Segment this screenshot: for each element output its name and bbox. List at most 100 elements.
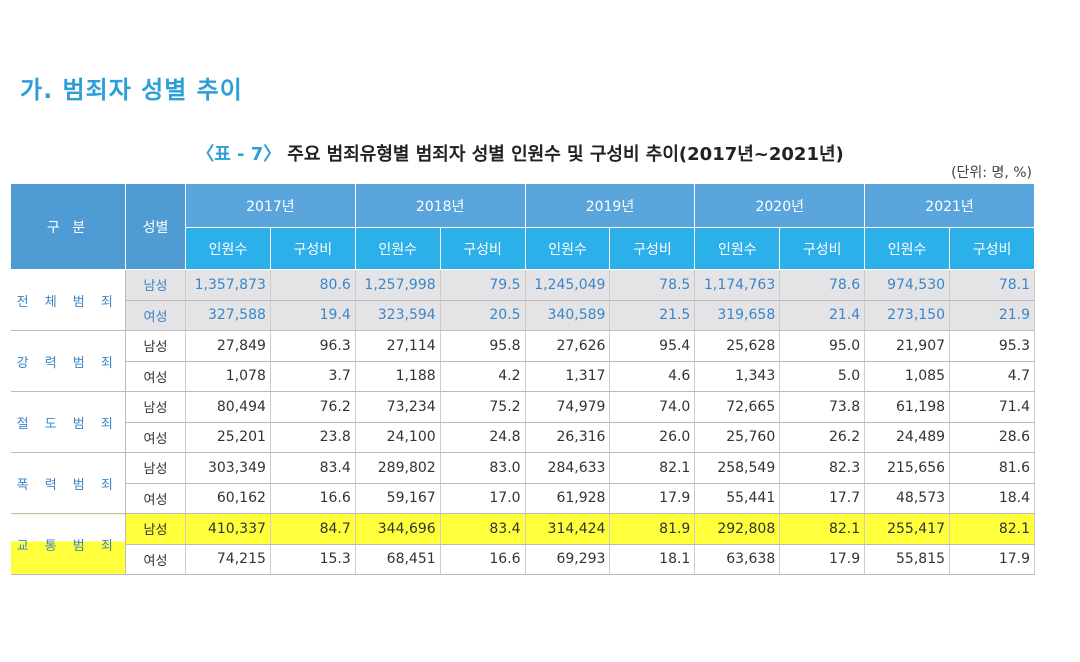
group-label: 교 통 범 죄 bbox=[10, 513, 126, 575]
table-row: 교 통 범 죄 남성 410,337 84.7 344,696 83.4 314,424 81… bbox=[10, 513, 1035, 575]
year-header: 2018년 bbox=[354, 183, 526, 228]
table-row: 절 도 범 죄 남성 80,494 76.2 73,234 75.2 74,979 74.0 7… bbox=[10, 391, 1035, 453]
table-head: 구 분 성별 2017년 2018년 2019년 2020년 2021년 인원수 구성비 인… bbox=[10, 183, 1035, 270]
ratio-cell: 20.5 bbox=[440, 300, 526, 331]
gender-cell: 여성 bbox=[125, 422, 186, 453]
caption-label: 〈표 - 7〉 bbox=[196, 144, 282, 165]
gender-cell: 여성 bbox=[125, 483, 186, 514]
count-cell: 1,257,998 bbox=[355, 269, 441, 301]
count-cell: 74,215 bbox=[185, 544, 271, 575]
ratio-cell: 82.1 bbox=[949, 513, 1035, 545]
count-cell: 27,849 bbox=[185, 330, 271, 362]
ratio-cell: 19.4 bbox=[270, 300, 356, 331]
ratio-cell: 71.4 bbox=[949, 391, 1035, 423]
count-cell: 292,808 bbox=[694, 513, 781, 545]
table-body: 전 체 범 죄 남성 1,357,873 80.6 1,257,998 79.5 1,245… bbox=[10, 269, 1035, 575]
ratio-cell: 26.0 bbox=[609, 422, 696, 453]
subheader-row: 인원수 구성비 인원수 구성비 인원수 구성비 인원수 구성비 인원수 구성비 bbox=[11, 227, 1035, 270]
ratio-cell: 21.9 bbox=[949, 300, 1035, 331]
group-label: 폭 력 범 죄 bbox=[10, 452, 126, 514]
ratio-cell: 3.7 bbox=[270, 361, 356, 392]
year-header: 2019년 bbox=[524, 183, 696, 228]
ratio-cell: 74.0 bbox=[609, 391, 696, 423]
ratio-cell: 81.9 bbox=[609, 513, 696, 545]
ratio-cell: 95.3 bbox=[949, 330, 1035, 362]
table-row: 전 체 범 죄 남성 1,357,873 80.6 1,257,998 79.5 1,245… bbox=[10, 269, 1035, 331]
count-cell: 1,317 bbox=[525, 361, 611, 392]
table-row: 여성 1,078 3.7 1,188 4.2 1,317 4.6 1,343 5.0 1,085 4… bbox=[11, 361, 1035, 392]
count-cell: 55,815 bbox=[864, 544, 951, 575]
ratio-cell: 17.0 bbox=[440, 483, 526, 514]
ratio-cell: 4.7 bbox=[949, 361, 1035, 392]
count-cell: 1,343 bbox=[694, 361, 781, 392]
ratio-header: 구성비 bbox=[609, 227, 696, 270]
count-cell: 258,549 bbox=[694, 452, 781, 484]
ratio-cell: 26.2 bbox=[779, 422, 866, 453]
ratio-cell: 76.2 bbox=[270, 391, 356, 423]
count-cell: 1,078 bbox=[185, 361, 271, 392]
ratio-cell: 83.0 bbox=[440, 452, 526, 484]
gender-header: 성별 bbox=[125, 183, 186, 270]
gender-cell: 남성 bbox=[125, 391, 186, 423]
gender-cell: 남성 bbox=[125, 513, 186, 545]
count-cell: 61,928 bbox=[525, 483, 611, 514]
gender-cell: 여성 bbox=[125, 300, 186, 331]
count-cell: 303,349 bbox=[185, 452, 271, 484]
ratio-cell: 95.4 bbox=[609, 330, 696, 362]
count-cell: 59,167 bbox=[355, 483, 441, 514]
count-cell: 314,424 bbox=[525, 513, 611, 545]
count-header: 인원수 bbox=[354, 227, 441, 270]
ratio-cell: 16.6 bbox=[270, 483, 356, 514]
ratio-cell: 24.8 bbox=[440, 422, 526, 453]
count-header: 인원수 bbox=[185, 227, 271, 270]
section-title: 가. 범죄자 성별 추이 bbox=[20, 76, 243, 104]
ratio-header: 구성비 bbox=[269, 227, 356, 270]
year-header: 2021년 bbox=[864, 183, 1035, 228]
count-cell: 27,626 bbox=[525, 330, 611, 362]
count-cell: 410,337 bbox=[185, 513, 271, 545]
ratio-cell: 16.6 bbox=[440, 544, 526, 575]
ratio-cell: 96.3 bbox=[270, 330, 356, 362]
ratio-cell: 78.5 bbox=[609, 269, 696, 301]
count-cell: 1,174,763 bbox=[694, 269, 781, 301]
ratio-cell: 82.1 bbox=[609, 452, 696, 484]
group-label: 전 체 범 죄 bbox=[10, 269, 126, 331]
count-cell: 63,638 bbox=[694, 544, 781, 575]
group-label: 절 도 범 죄 bbox=[10, 391, 126, 453]
count-header: 인원수 bbox=[524, 227, 611, 270]
count-cell: 60,162 bbox=[185, 483, 271, 514]
ratio-cell: 4.2 bbox=[440, 361, 526, 392]
header-row: 구 분 성별 2017년 2018년 2019년 2020년 2021년 bbox=[10, 183, 1035, 270]
ratio-cell: 95.0 bbox=[779, 330, 866, 362]
ratio-header: 구성비 bbox=[949, 227, 1035, 270]
count-cell: 72,665 bbox=[694, 391, 781, 423]
gender-cell: 남성 bbox=[125, 330, 186, 362]
count-cell: 21,907 bbox=[864, 330, 951, 362]
count-cell: 25,760 bbox=[694, 422, 781, 453]
ratio-cell: 80.6 bbox=[270, 269, 356, 301]
ratio-cell: 82.1 bbox=[779, 513, 866, 545]
ratio-cell: 18.4 bbox=[949, 483, 1035, 514]
count-cell: 26,316 bbox=[525, 422, 611, 453]
count-cell: 27,114 bbox=[355, 330, 441, 362]
ratio-cell: 15.3 bbox=[270, 544, 356, 575]
count-cell: 215,656 bbox=[864, 452, 951, 484]
caption-text: 주요 범죄유형별 범죄자 성별 인원수 및 구성비 추이(2017년~2021년… bbox=[287, 144, 844, 165]
count-header: 인원수 bbox=[694, 227, 781, 270]
ratio-cell: 21.4 bbox=[779, 300, 866, 331]
count-cell: 61,198 bbox=[864, 391, 951, 423]
gender-cell: 여성 bbox=[125, 361, 186, 392]
count-cell: 255,417 bbox=[864, 513, 951, 545]
count-cell: 289,802 bbox=[355, 452, 441, 484]
count-cell: 25,628 bbox=[694, 330, 781, 362]
table-row: 폭 력 범 죄 남성 303,349 83.4 289,802 83.0 284,633 82… bbox=[10, 452, 1035, 514]
count-cell: 974,530 bbox=[864, 269, 951, 301]
ratio-cell: 21.5 bbox=[609, 300, 696, 331]
ratio-cell: 82.3 bbox=[779, 452, 866, 484]
count-cell: 344,696 bbox=[355, 513, 441, 545]
data-table: 구 분 성별 2017년 2018년 2019년 2020년 2021년 인원수 구성비 인… bbox=[10, 183, 1035, 575]
count-cell: 1,188 bbox=[355, 361, 441, 392]
count-cell: 340,589 bbox=[525, 300, 611, 331]
